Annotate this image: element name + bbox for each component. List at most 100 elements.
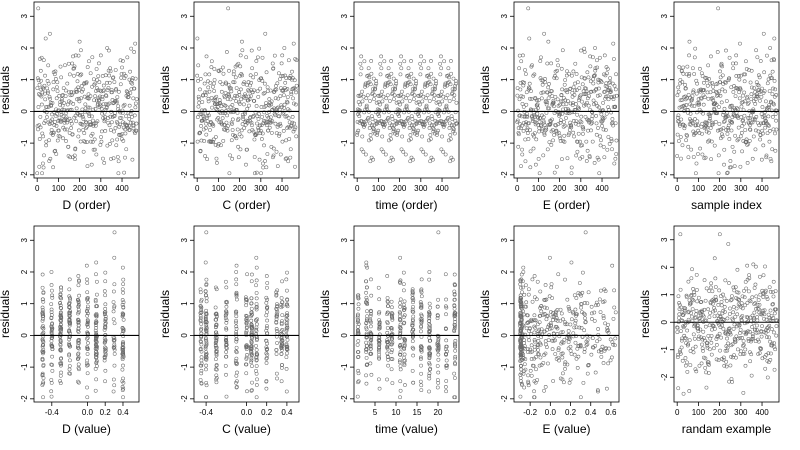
data-point bbox=[41, 58, 46, 62]
data-point bbox=[277, 114, 282, 119]
data-point bbox=[200, 100, 205, 104]
data-point bbox=[134, 97, 139, 101]
data-point bbox=[675, 330, 680, 334]
data-point bbox=[49, 307, 54, 312]
data-point bbox=[560, 157, 564, 162]
data-point bbox=[407, 99, 412, 103]
data-point bbox=[700, 342, 704, 347]
y-tick-label: -1 bbox=[180, 139, 189, 147]
data-point bbox=[356, 339, 361, 343]
y-tick-label: 3 bbox=[500, 237, 509, 242]
data-point bbox=[412, 93, 417, 98]
data-point bbox=[379, 66, 384, 71]
data-point bbox=[374, 100, 379, 105]
data-point bbox=[716, 128, 720, 133]
data-point bbox=[50, 334, 55, 339]
data-point bbox=[213, 330, 218, 335]
data-point bbox=[107, 80, 112, 85]
data-point bbox=[389, 350, 394, 355]
data-point bbox=[556, 63, 560, 68]
data-point bbox=[369, 334, 374, 339]
data-point bbox=[430, 117, 435, 121]
data-point bbox=[563, 367, 567, 371]
data-point bbox=[769, 100, 774, 105]
data-point bbox=[753, 301, 758, 306]
data-point bbox=[542, 388, 546, 393]
data-point bbox=[402, 59, 407, 64]
data-point bbox=[716, 303, 721, 307]
data-point bbox=[59, 296, 63, 301]
data-point bbox=[111, 76, 115, 80]
data-point bbox=[694, 312, 698, 317]
data-point bbox=[268, 88, 273, 93]
data-point bbox=[608, 337, 613, 342]
data-point bbox=[385, 346, 390, 351]
data-point bbox=[67, 367, 72, 372]
data-point bbox=[765, 53, 769, 58]
data-point bbox=[542, 132, 547, 137]
data-point bbox=[734, 355, 738, 360]
data-point bbox=[418, 305, 423, 310]
data-point bbox=[558, 307, 563, 312]
data-point bbox=[255, 352, 260, 357]
data-point bbox=[767, 335, 771, 340]
data-point bbox=[122, 170, 127, 175]
data-point bbox=[742, 90, 747, 95]
data-point bbox=[244, 347, 249, 351]
data-point bbox=[49, 389, 54, 394]
data-point bbox=[71, 90, 76, 95]
data-point bbox=[566, 329, 571, 333]
data-point bbox=[555, 68, 559, 73]
data-point bbox=[97, 80, 102, 85]
data-point bbox=[438, 102, 442, 107]
data-point bbox=[68, 155, 72, 160]
data-point bbox=[240, 112, 245, 117]
data-point bbox=[772, 311, 777, 316]
data-point bbox=[568, 348, 573, 353]
data-point bbox=[392, 127, 396, 132]
data-point bbox=[264, 326, 269, 330]
data-point bbox=[755, 82, 760, 87]
data-point bbox=[52, 72, 57, 77]
data-point bbox=[769, 327, 774, 332]
data-point bbox=[264, 101, 268, 105]
data-point bbox=[546, 313, 550, 318]
x-tick-label: 300 bbox=[734, 408, 748, 417]
data-point bbox=[589, 121, 594, 126]
x-axis-label: randam example bbox=[682, 422, 772, 436]
data-point bbox=[583, 114, 588, 119]
data-point bbox=[275, 164, 280, 168]
data-point bbox=[94, 325, 98, 330]
data-point bbox=[372, 93, 377, 98]
data-point bbox=[254, 283, 258, 288]
data-point bbox=[254, 348, 259, 352]
data-point bbox=[518, 279, 523, 284]
data-point bbox=[264, 313, 269, 318]
data-point bbox=[222, 123, 227, 127]
data-point bbox=[741, 118, 746, 122]
data-point bbox=[698, 146, 702, 151]
data-point bbox=[543, 298, 548, 303]
data-point bbox=[112, 363, 117, 368]
data-point bbox=[87, 111, 92, 116]
points-10 bbox=[675, 232, 779, 396]
data-point bbox=[407, 126, 412, 130]
data-point bbox=[50, 112, 54, 117]
data-point bbox=[85, 277, 89, 282]
data-point bbox=[220, 82, 225, 87]
data-point bbox=[774, 333, 779, 338]
data-point bbox=[544, 345, 549, 349]
data-point bbox=[48, 156, 53, 161]
data-point bbox=[689, 293, 693, 298]
data-point bbox=[284, 389, 289, 394]
data-point bbox=[284, 277, 289, 282]
data-point bbox=[448, 133, 453, 137]
data-point bbox=[748, 299, 753, 304]
data-point bbox=[283, 156, 288, 161]
data-point bbox=[41, 161, 45, 166]
data-point bbox=[35, 76, 40, 81]
data-point bbox=[388, 133, 393, 137]
data-point bbox=[710, 120, 715, 125]
data-point bbox=[234, 282, 239, 287]
data-point bbox=[213, 143, 218, 147]
